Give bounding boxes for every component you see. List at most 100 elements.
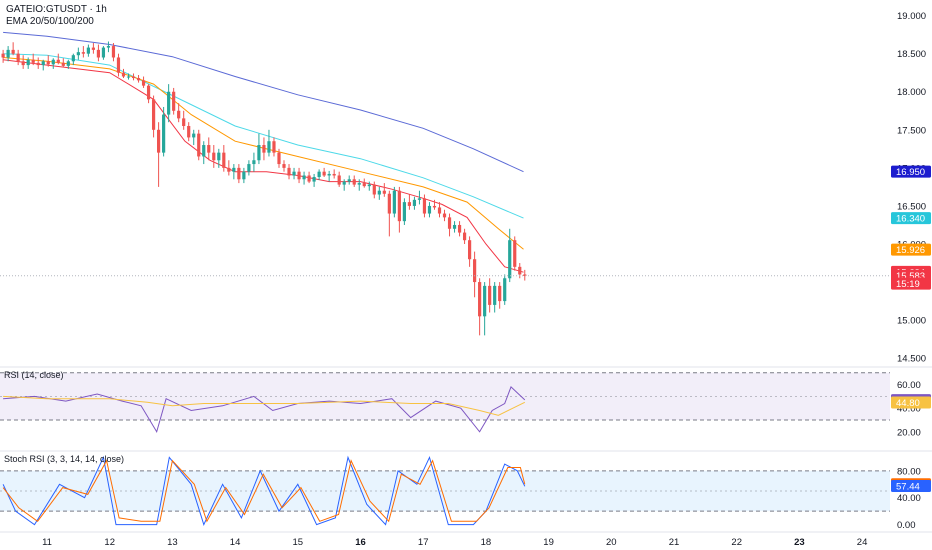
time-tick-label: 24 bbox=[857, 537, 868, 548]
candle-body bbox=[51, 59, 55, 65]
rsi-badge-bg bbox=[891, 396, 931, 409]
time-tick-label: 12 bbox=[104, 537, 115, 548]
candle-body bbox=[257, 145, 261, 161]
candle-body bbox=[262, 145, 266, 153]
candle-body bbox=[397, 190, 401, 222]
candle-body bbox=[61, 62, 65, 66]
rsi-badge: 44.80 bbox=[896, 398, 920, 409]
time-tick-label: 16 bbox=[355, 537, 366, 548]
candle-body bbox=[187, 126, 191, 138]
price-axis[interactable]: 19.00018.50018.00017.50017.00016.50016.0… bbox=[897, 11, 926, 365]
time-tick-label: 15 bbox=[293, 537, 304, 548]
candle-body bbox=[302, 175, 306, 180]
candle-body bbox=[192, 133, 196, 138]
stoch-axis[interactable]: 80.00 40.00 0.00 bbox=[897, 466, 921, 531]
time-tick-label: 20 bbox=[606, 537, 617, 548]
price-tick-label: 18.000 bbox=[897, 87, 926, 98]
candle-body bbox=[513, 240, 517, 267]
candle-body bbox=[182, 118, 186, 126]
candle-body bbox=[292, 171, 296, 176]
time-tick-label: 23 bbox=[794, 537, 805, 548]
candle-body bbox=[352, 179, 356, 185]
rsi-tick-label: 40.00 bbox=[897, 404, 921, 415]
candle-body bbox=[151, 99, 156, 130]
price-badge-bg bbox=[891, 243, 931, 256]
candle-body bbox=[462, 232, 467, 241]
price-badge: 15.926 bbox=[896, 245, 925, 256]
candle-body bbox=[111, 46, 116, 58]
price-tick-label: 18.500 bbox=[897, 49, 926, 60]
candle-body bbox=[483, 285, 487, 317]
price-tick-label: 15.000 bbox=[897, 316, 926, 327]
stoch-badge-bg bbox=[891, 479, 931, 492]
time-tick-label: 22 bbox=[731, 537, 742, 548]
candle-body bbox=[417, 198, 422, 200]
price-tick-label: 14.500 bbox=[897, 354, 926, 365]
candle-body bbox=[202, 145, 206, 157]
candle-body bbox=[162, 114, 166, 153]
candle-body bbox=[207, 145, 211, 153]
rsi-title[interactable]: RSI (14, close) bbox=[4, 370, 64, 380]
candle-body bbox=[267, 141, 271, 153]
indicator-title[interactable]: EMA 20/50/100/200 bbox=[6, 16, 94, 27]
candle-body bbox=[11, 49, 15, 54]
candle-body bbox=[287, 167, 291, 176]
time-axis[interactable]: 11 12 13 14 15 16 17 18 19 20 21 22 23 24 bbox=[42, 537, 867, 548]
candle-body bbox=[56, 59, 60, 63]
candle-body bbox=[157, 129, 161, 153]
stoch-title[interactable]: Stoch RSI (3, 3, 14, 14, close) bbox=[4, 454, 125, 464]
candle-body bbox=[232, 167, 236, 172]
candle-body bbox=[478, 282, 482, 317]
candle-body bbox=[222, 152, 226, 168]
candle-body bbox=[121, 72, 126, 77]
axis-badges: 16.95016.34015.92615.63415.58315:1946.83… bbox=[891, 165, 931, 492]
candle-body bbox=[457, 224, 462, 233]
rsi-ma-line bbox=[3, 395, 526, 416]
candle-body bbox=[332, 173, 336, 176]
price-badge-bg bbox=[891, 165, 931, 178]
price-badge: 15:19 bbox=[896, 279, 920, 290]
price-badge: 16.340 bbox=[896, 214, 925, 225]
candle-body bbox=[86, 47, 90, 54]
ema-20-line bbox=[3, 59, 524, 273]
symbol-title[interactable]: GATEIO:GTUSDT · 1h bbox=[6, 4, 107, 15]
time-tick-label: 21 bbox=[669, 537, 680, 548]
candle-body bbox=[167, 91, 171, 115]
candle-body bbox=[81, 52, 85, 54]
candle-body bbox=[307, 175, 311, 182]
candle-body bbox=[488, 285, 492, 305]
candle-body bbox=[41, 61, 45, 66]
candle-body bbox=[237, 167, 241, 180]
price-pane[interactable] bbox=[0, 31, 890, 336]
candle-body bbox=[442, 213, 447, 218]
candle-body bbox=[247, 164, 251, 172]
candle-body bbox=[402, 202, 406, 222]
candle-body bbox=[347, 179, 351, 182]
candle-body bbox=[31, 59, 35, 63]
candle-body bbox=[427, 205, 432, 214]
candle-body bbox=[357, 183, 361, 185]
stoch-tick-label: 80.00 bbox=[897, 466, 921, 477]
rsi-pane[interactable] bbox=[0, 372, 890, 434]
candle-body bbox=[322, 171, 326, 176]
price-badge: 16.950 bbox=[896, 167, 925, 178]
candle-body bbox=[71, 55, 75, 62]
candle-body bbox=[523, 274, 527, 276]
stoch-pane[interactable] bbox=[0, 455, 890, 526]
stoch-tick-label: 40.00 bbox=[897, 493, 921, 504]
candle-body bbox=[392, 190, 396, 214]
ema-100-line bbox=[3, 53, 524, 219]
candle-body bbox=[372, 184, 376, 195]
rsi-axis[interactable]: 60.00 40.00 20.00 bbox=[897, 380, 921, 438]
price-tick-label: 16.500 bbox=[897, 201, 926, 212]
candle-body bbox=[227, 167, 231, 172]
candle-body bbox=[91, 47, 95, 50]
candle-body bbox=[36, 62, 40, 66]
candle-body bbox=[26, 59, 30, 66]
ema-200-line bbox=[3, 31, 524, 173]
candle-body bbox=[172, 91, 176, 111]
candle-body bbox=[327, 173, 331, 176]
candle-body bbox=[46, 61, 50, 65]
candle-body bbox=[1, 53, 5, 58]
